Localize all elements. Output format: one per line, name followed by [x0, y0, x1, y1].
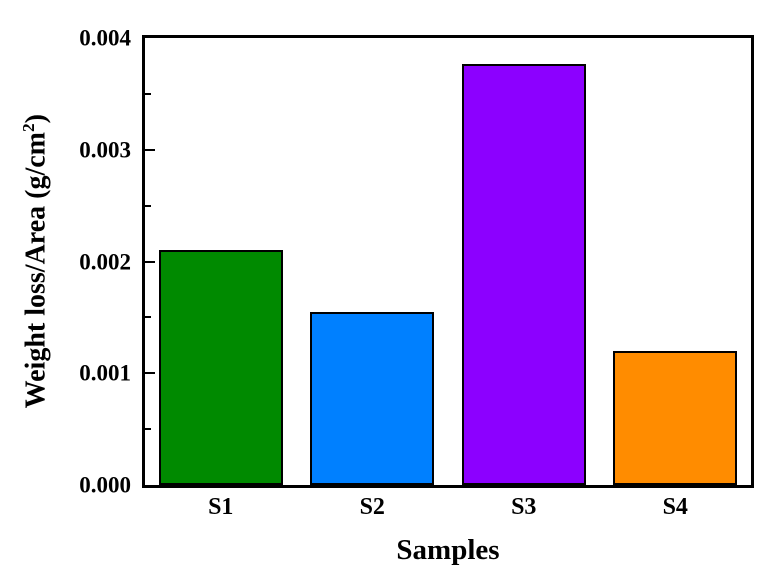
y-major-tick	[145, 260, 155, 263]
bar-s4	[613, 351, 738, 485]
bar-s3	[461, 64, 586, 485]
y-tick-label: 0.002	[79, 249, 131, 274]
y-minor-tick	[145, 428, 151, 431]
y-minor-tick	[145, 316, 151, 319]
y-major-tick	[145, 148, 155, 151]
bar-s2	[310, 312, 435, 485]
y-tick-label: 0.004	[79, 25, 131, 51]
x-tick-label-s2: S2	[359, 494, 385, 520]
y-minor-tick	[145, 204, 151, 207]
x-axis-tick-labels: S1 S2 S3 S4	[145, 495, 751, 527]
y-major-tick	[145, 372, 155, 375]
plot-area	[142, 35, 754, 488]
y-axis-tick-labels: 0.000 0.001 0.002 0.003 0.004	[0, 27, 131, 497]
x-axis-title: Samples	[396, 534, 500, 566]
y-tick-label: 0.003	[79, 137, 131, 163]
y-tick-label: 0.000	[79, 472, 131, 498]
x-tick-label-s4: S4	[662, 494, 688, 520]
x-tick-label-s1: S1	[208, 494, 234, 520]
y-tick-label: 0.001	[79, 360, 131, 386]
bar-s1	[158, 250, 283, 485]
y-minor-tick	[145, 92, 151, 95]
x-tick-label-s3: S3	[511, 494, 537, 520]
